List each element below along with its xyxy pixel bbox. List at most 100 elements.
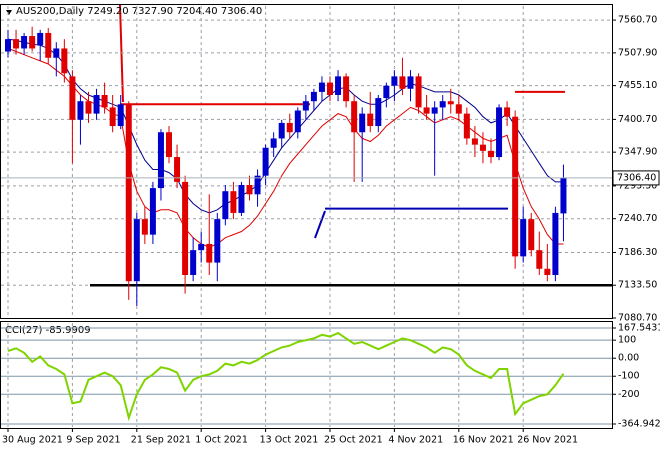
candle-body	[496, 107, 503, 158]
candle-body	[157, 132, 164, 189]
candle-body	[198, 243, 205, 251]
x-tick-label: 26 Nov 2021	[517, 435, 578, 446]
candle-body	[504, 107, 511, 117]
candle-body	[479, 144, 486, 151]
candle-body	[278, 122, 285, 139]
candle-body	[109, 107, 116, 127]
candle-body	[29, 36, 36, 49]
candle-body	[359, 113, 366, 133]
candle-body	[343, 76, 350, 102]
candle-body	[488, 150, 494, 158]
candle-body	[399, 76, 406, 89]
candle-body	[447, 101, 454, 105]
y-tick-label: 7080.70	[618, 313, 657, 324]
candle-body	[439, 101, 446, 108]
candle-body	[423, 107, 430, 114]
candle-body	[141, 219, 148, 235]
candle-body	[310, 91, 317, 102]
candle-body	[214, 219, 221, 263]
candle-body	[351, 101, 358, 133]
x-tick-label: 9 Sep 2021	[66, 435, 120, 446]
x-tick-label: 25 Oct 2021	[324, 435, 383, 446]
x-tick-label: 4 Nov 2021	[388, 435, 443, 446]
y-tick-label: 7293.50	[618, 180, 657, 191]
candle-body	[117, 104, 124, 127]
candle-body	[101, 94, 108, 108]
cci-line	[7, 331, 565, 422]
candle-body	[182, 181, 189, 275]
candle-body	[190, 250, 197, 275]
candle-body	[69, 76, 76, 120]
chart-title: AUS200,Daily 7249.20 7327.90 7204.40 730…	[16, 6, 262, 17]
y-tick-label: -100	[618, 371, 640, 382]
candle-body	[270, 138, 277, 148]
candle-body	[149, 188, 156, 235]
candle-body	[206, 243, 213, 263]
candle-body	[13, 39, 20, 49]
trend-line	[314, 210, 326, 239]
x-tick-label: 30 Aug 2021	[2, 435, 63, 446]
moving-average	[7, 38, 564, 214]
last-price-label: 7306.40	[617, 172, 656, 183]
candle-body	[463, 113, 470, 139]
candle-body	[383, 85, 390, 99]
y-tick-label: 7133.50	[618, 280, 657, 291]
x-tick-label: 1 Oct 2021	[195, 435, 248, 446]
candle-body	[544, 268, 551, 275]
candle-body	[93, 94, 100, 114]
candle-body	[536, 250, 543, 269]
candle-body	[327, 82, 333, 95]
candle-body	[286, 122, 293, 133]
candle-body	[375, 98, 382, 127]
candle-body	[471, 138, 478, 145]
y-tick-label: 7186.30	[618, 247, 657, 258]
cci-panel	[0, 321, 613, 429]
candle-body	[85, 101, 92, 114]
candle-body	[238, 184, 245, 213]
x-tick-label: 16 Nov 2021	[453, 435, 514, 446]
y-tick-label: 7560.70	[618, 15, 657, 26]
candle-body	[166, 132, 172, 158]
moving-average	[7, 47, 564, 248]
candle-body	[407, 76, 414, 89]
candle-body	[560, 177, 567, 214]
candle-body	[254, 175, 261, 195]
candle-body	[77, 101, 84, 120]
y-tick-label: 167.5431	[618, 323, 660, 334]
candle-body	[367, 113, 374, 127]
candle-body	[174, 157, 181, 182]
y-tick-label: -200	[618, 389, 640, 400]
y-tick-label: 100	[618, 335, 636, 346]
y-tick-label: 0.00	[618, 353, 639, 364]
candle-body	[246, 184, 253, 195]
candle-body	[37, 32, 44, 46]
candle-body	[262, 147, 269, 176]
candle-body	[520, 219, 527, 257]
cci-title: CCI(27) -85.9909	[5, 325, 91, 336]
collapse-icon	[6, 10, 12, 15]
candle-body	[552, 212, 559, 275]
candle-body	[21, 36, 28, 49]
price-panel	[0, 4, 613, 319]
candle-body	[431, 107, 438, 114]
candle-body	[391, 76, 398, 86]
candle-body	[302, 101, 309, 111]
candle-body	[512, 116, 519, 257]
y-tick-label: 7455.10	[618, 80, 657, 91]
candle-body	[415, 76, 422, 108]
candle-body	[222, 191, 229, 220]
y-tick-label: -364.942	[618, 419, 660, 430]
candle-body	[335, 76, 342, 95]
candle-body	[230, 191, 237, 213]
candle-body	[5, 39, 11, 52]
candle-body	[125, 104, 132, 282]
last-price-box	[612, 170, 660, 186]
candle-body	[45, 32, 52, 58]
y-tick-label: 7507.90	[618, 47, 657, 58]
candle-body	[53, 48, 60, 58]
candle-body	[133, 219, 140, 282]
candle-body	[318, 82, 325, 92]
candle-body	[528, 219, 535, 251]
